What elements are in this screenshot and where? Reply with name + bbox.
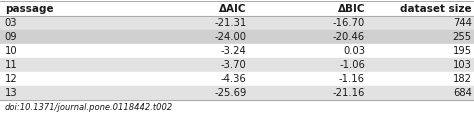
Text: 255: 255 xyxy=(453,32,472,42)
Text: 0.03: 0.03 xyxy=(343,46,365,56)
Text: 11: 11 xyxy=(5,60,18,70)
Text: 09: 09 xyxy=(5,32,18,42)
Text: 182: 182 xyxy=(453,74,472,84)
Text: -3.24: -3.24 xyxy=(221,46,246,56)
Text: -20.46: -20.46 xyxy=(333,32,365,42)
Text: passage: passage xyxy=(5,3,54,14)
Text: -21.31: -21.31 xyxy=(214,18,246,28)
Text: dataset size: dataset size xyxy=(400,3,472,14)
Bar xyxy=(0,1,474,16)
Text: -25.69: -25.69 xyxy=(214,88,246,98)
Text: 744: 744 xyxy=(453,18,472,28)
Bar xyxy=(0,44,474,58)
Bar xyxy=(0,72,474,86)
Text: ΔAIC: ΔAIC xyxy=(219,3,246,14)
Text: -21.16: -21.16 xyxy=(333,88,365,98)
Text: -1.16: -1.16 xyxy=(339,74,365,84)
Bar xyxy=(0,58,474,72)
Text: 10: 10 xyxy=(5,46,18,56)
Bar xyxy=(0,16,474,30)
Bar xyxy=(0,30,474,44)
Text: 12: 12 xyxy=(5,74,18,84)
Text: -4.36: -4.36 xyxy=(221,74,246,84)
Text: 13: 13 xyxy=(5,88,18,98)
Text: doi:10.1371/journal.pone.0118442.t002: doi:10.1371/journal.pone.0118442.t002 xyxy=(5,103,173,113)
Text: ΔBIC: ΔBIC xyxy=(337,3,365,14)
Text: 195: 195 xyxy=(453,46,472,56)
Text: -16.70: -16.70 xyxy=(333,18,365,28)
Bar xyxy=(0,86,474,100)
Text: 103: 103 xyxy=(453,60,472,70)
Text: -3.70: -3.70 xyxy=(221,60,246,70)
Text: -1.06: -1.06 xyxy=(339,60,365,70)
Text: 03: 03 xyxy=(5,18,17,28)
Text: 684: 684 xyxy=(453,88,472,98)
Text: -24.00: -24.00 xyxy=(214,32,246,42)
